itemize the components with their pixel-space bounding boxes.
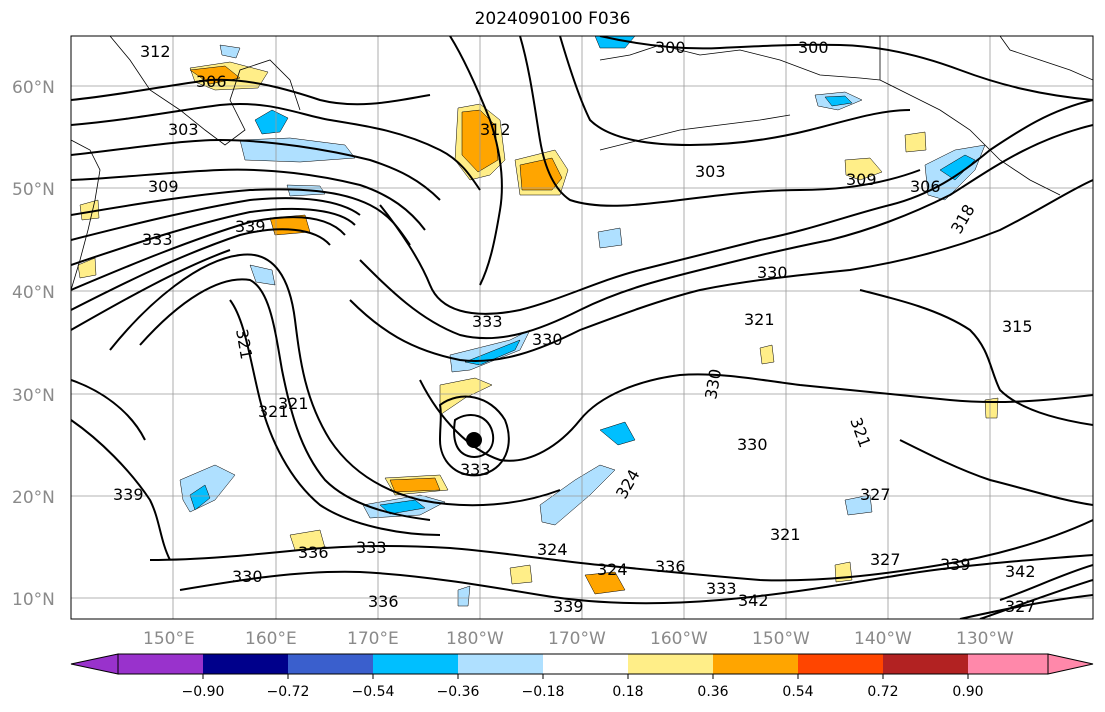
- contour-label: 321: [770, 525, 801, 544]
- contour-label: 306: [910, 177, 941, 196]
- contour-label: 339: [235, 217, 266, 236]
- longitude-labels: 150°E 160°E 170°E 180°W 170°W 160°W 150°…: [143, 629, 1014, 649]
- contour-label: 330: [737, 435, 768, 454]
- contour-label: 333: [706, 579, 737, 598]
- lon-label: 180°W: [446, 629, 504, 649]
- contour-label: 303: [168, 120, 199, 139]
- contour-label: 330: [232, 567, 263, 586]
- map-title: 2024090100 F036: [474, 9, 631, 29]
- colorbar-swatch: [288, 654, 373, 674]
- lat-label: 40°N: [12, 283, 55, 303]
- contour-label: 300: [655, 38, 686, 57]
- storm-center-marker: [466, 432, 482, 448]
- contour-label: 300: [798, 38, 829, 57]
- contour-label: 330: [532, 330, 563, 349]
- contour-label: 336: [298, 543, 329, 562]
- colorbar-swatch: [118, 654, 203, 674]
- lon-label: 170°E: [347, 629, 399, 649]
- colorbar-swatch: [883, 654, 968, 674]
- contour-label: 339: [113, 485, 144, 504]
- colorbar-swatch: [968, 654, 1048, 674]
- contour-label: 330: [757, 263, 788, 282]
- contour-label: 312: [480, 120, 511, 139]
- colorbar-swatch: [203, 654, 288, 674]
- lat-label: 10°N: [12, 590, 55, 610]
- contour-label: 324: [537, 540, 568, 559]
- contour-label: 333: [356, 538, 387, 557]
- contour-label: 333: [142, 230, 173, 249]
- contour-label: 339: [553, 597, 584, 616]
- contour-lines: [71, 36, 1093, 619]
- colorbar-tick: 0.54: [782, 684, 813, 700]
- contour-label: 333: [460, 460, 491, 479]
- contour-label: 306: [196, 72, 227, 91]
- lat-label: 30°N: [12, 386, 55, 406]
- colorbar-tick: −0.90: [182, 684, 225, 700]
- colorbar-tick: −0.18: [522, 684, 565, 700]
- colorbar: −0.90 −0.72 −0.54 −0.36 −0.18 0.18 0.36 …: [70, 653, 1094, 700]
- lon-label: 150°E: [143, 629, 195, 649]
- colorbar-extend-max: [1047, 653, 1094, 675]
- contour-label: 309: [148, 177, 179, 196]
- lon-label: 140°W: [854, 629, 912, 649]
- contour-label: 315: [1002, 317, 1033, 336]
- colorbar-swatch: [628, 654, 713, 674]
- graticule: [71, 36, 1093, 619]
- colorbar-tick: −0.36: [437, 684, 480, 700]
- colorbar-tick: −0.54: [352, 684, 395, 700]
- colorbar-tick: 0.18: [612, 684, 643, 700]
- contour-label-group: 312 306 303 309 339 333 312 300 300 303 …: [113, 38, 1036, 616]
- contour-label: 336: [368, 592, 399, 611]
- contour-label: 339: [940, 555, 971, 574]
- contour-label: 321: [744, 310, 775, 329]
- contour-label: 327: [860, 485, 891, 504]
- colorbar-swatch: [798, 654, 883, 674]
- contour-label: 327: [1005, 597, 1036, 616]
- contour-label: 321: [278, 394, 309, 413]
- contour-label: 312: [140, 42, 171, 61]
- colorbar-extend-min: [70, 653, 119, 675]
- plot-frame: [70, 35, 1094, 620]
- colorbar-frame: [117, 653, 1049, 675]
- colorbar-tick: 0.90: [952, 684, 983, 700]
- colorbar-tick: 0.36: [697, 684, 728, 700]
- contour-label: 327: [870, 550, 901, 569]
- lat-label: 60°N: [12, 78, 55, 98]
- lon-label: 170°W: [548, 629, 606, 649]
- contour-label: 342: [1005, 562, 1036, 581]
- colorbar-swatch: [373, 654, 458, 674]
- contour-label: 324: [597, 560, 628, 579]
- contour-label: 303: [695, 162, 726, 181]
- colorbar-tick: −0.72: [267, 684, 310, 700]
- lon-label: 160°E: [245, 629, 297, 649]
- colorbar-swatch: [543, 654, 628, 674]
- lat-label: 20°N: [12, 488, 55, 508]
- contour-label: 333: [472, 312, 503, 331]
- lon-label: 150°W: [752, 629, 810, 649]
- contour-label: 342: [738, 591, 769, 610]
- contour-label: 336: [655, 557, 686, 576]
- colorbar-swatch: [713, 654, 798, 674]
- contour-label: 321: [258, 402, 289, 421]
- colorbar-swatch: [458, 654, 543, 674]
- colorbar-tick: 0.72: [867, 684, 898, 700]
- lat-label: 50°N: [12, 180, 55, 200]
- lon-label: 130°W: [956, 629, 1014, 649]
- latitude-labels: 60°N 50°N 40°N 30°N 20°N 10°N: [12, 78, 55, 610]
- lon-label: 160°W: [650, 629, 708, 649]
- contour-label: 309: [846, 170, 877, 189]
